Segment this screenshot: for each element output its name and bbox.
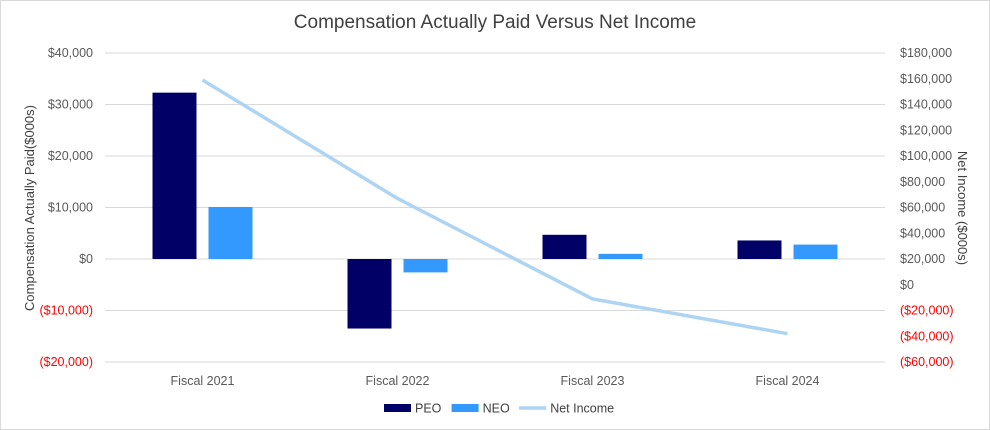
x-tick-label: Fiscal 2022	[366, 374, 430, 388]
y2-tick-label: $40,000	[900, 226, 945, 240]
y2-tick-label: ($60,000)	[900, 355, 954, 369]
y2-tick-label: $80,000	[900, 175, 945, 189]
y-tick-label: ($20,000)	[39, 355, 93, 369]
bar-neo	[598, 253, 643, 259]
legend: PEO NEO Net Income	[384, 402, 614, 416]
y2-tick-label: $120,000	[900, 123, 952, 137]
legend-swatch	[384, 404, 411, 412]
y2-tick-label: $20,000	[900, 252, 945, 266]
legend-swatch	[451, 404, 479, 412]
bar-peo	[347, 259, 392, 329]
y-axis-left-title: Compensation Actually Paid($000s)	[22, 105, 37, 311]
y-tick-label: $40,000	[48, 46, 93, 60]
y-axis-right-title: Net Income ($000s)	[955, 151, 970, 265]
y2-tick-label: ($20,000)	[900, 304, 954, 318]
bar-neo	[793, 244, 838, 259]
y2-tick-label: $180,000	[900, 46, 952, 60]
legend-label: Net Income	[550, 402, 614, 416]
line-layer	[201, 78, 788, 336]
y-tick-label: ($10,000)	[39, 304, 93, 318]
y2-tick-label: ($40,000)	[900, 329, 954, 343]
bar-neo	[208, 206, 253, 259]
y2-tick-label: $160,000	[900, 72, 952, 86]
y2-tick-label: $100,000	[900, 149, 952, 163]
x-tick-label: Fiscal 2021	[171, 374, 235, 388]
x-axis-ticks: Fiscal 2021 Fiscal 2022 Fiscal 2023 Fiscal …	[171, 374, 820, 388]
line-net-income	[201, 78, 788, 336]
y-tick-label: $20,000	[48, 149, 93, 163]
y2-tick-label: $140,000	[900, 98, 952, 112]
bar-layer	[152, 92, 838, 329]
legend-label: NEO	[483, 402, 510, 416]
y-axis-right-ticks: $180,000 $160,000 $140,000 $120,000 $100,000…	[900, 46, 954, 369]
bar-neo	[403, 259, 448, 273]
y-axis-left-ticks: $40,000 $30,000 $20,000 $10,000 $0 ($10,000) (…	[39, 46, 93, 369]
x-tick-label: Fiscal 2024	[756, 374, 820, 388]
bar-peo	[542, 234, 587, 259]
x-tick-label: Fiscal 2023	[561, 374, 625, 388]
legend-label: PEO	[415, 402, 442, 416]
y-tick-label: $0	[79, 252, 93, 266]
bar-peo	[737, 240, 782, 259]
y-tick-label: $30,000	[48, 98, 93, 112]
y2-tick-label: $60,000	[900, 201, 945, 215]
chart-title: Compensation Actually Paid Versus Net In…	[293, 12, 697, 33]
y-tick-label: $10,000	[48, 201, 93, 215]
bar-peo	[152, 92, 197, 259]
y2-tick-label: $0	[900, 278, 914, 292]
